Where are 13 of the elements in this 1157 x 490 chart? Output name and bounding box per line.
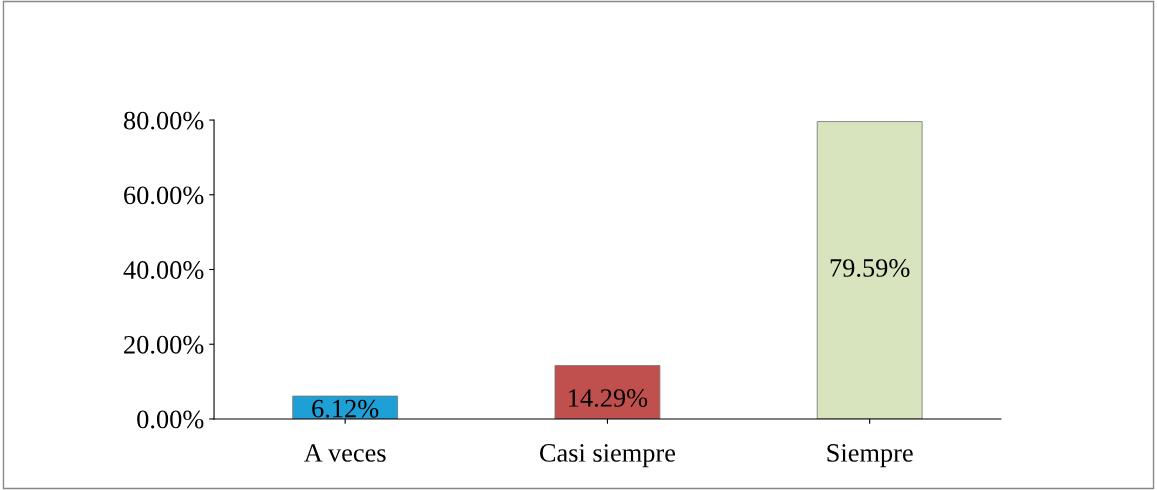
bar [554, 365, 661, 419]
data-label: 14.29% [569, 389, 648, 407]
y-tick-label: 20.00% [124, 335, 204, 354]
x-tick-label: A veces [304, 444, 386, 462]
data-label: 6.12% [312, 399, 379, 418]
data-label: 79.59% [830, 259, 910, 277]
x-tick-label: Casi siempre [539, 444, 676, 468]
bar [816, 121, 923, 419]
x-tick-label: Siempre [827, 444, 913, 468]
y-tick-label: 60.00% [124, 186, 204, 205]
y-tick-label: 0.00% [137, 410, 204, 429]
y-tick-label: 80.00% [123, 111, 204, 130]
y-tick-label: 40.00% [123, 261, 204, 280]
